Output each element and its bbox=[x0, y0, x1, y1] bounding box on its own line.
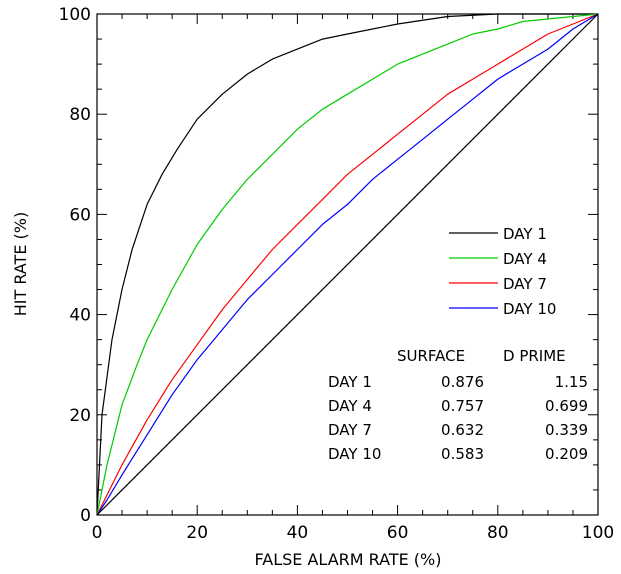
x-tick-label: 100 bbox=[582, 523, 614, 543]
x-tick-label: 80 bbox=[487, 523, 509, 543]
axis-ticks bbox=[96, 13, 599, 516]
table-cell: 1.15 bbox=[555, 373, 588, 391]
series-line-day-4 bbox=[96, 13, 599, 516]
y-tick-label: 0 bbox=[80, 506, 91, 526]
series-lines bbox=[96, 13, 599, 516]
x-tick-label: 20 bbox=[186, 523, 208, 543]
table-cell: 0.632 bbox=[441, 421, 484, 439]
table-header-surface: SURFACE bbox=[397, 347, 465, 365]
table-cell: 0.699 bbox=[545, 397, 588, 415]
table-cell: 0.209 bbox=[545, 445, 588, 463]
table-row-label: DAY 4 bbox=[328, 397, 372, 415]
legend-label: DAY 1 bbox=[503, 225, 547, 243]
y-tick-label: 60 bbox=[69, 205, 91, 225]
y-tick-label: 80 bbox=[69, 105, 91, 125]
legend-label: DAY 7 bbox=[503, 275, 547, 293]
y-tick-label: 20 bbox=[69, 406, 91, 426]
stats-table: SURFACE D PRIME DAY 1 0.876 1.15 DAY 4 0.757 0.… bbox=[328, 347, 588, 463]
table-cell: 0.339 bbox=[545, 421, 588, 439]
table-row-label: DAY 10 bbox=[328, 445, 381, 463]
legend-label: DAY 4 bbox=[503, 250, 547, 268]
table-cell: 0.583 bbox=[441, 445, 484, 463]
table-header-dprime: D PRIME bbox=[503, 347, 566, 365]
x-tick-label: 40 bbox=[287, 523, 309, 543]
x-tick-label: 60 bbox=[387, 523, 409, 543]
y-tick-label: 40 bbox=[69, 306, 91, 326]
y-axis-title: HIT RATE (%) bbox=[11, 212, 30, 316]
series-line-day-10 bbox=[96, 13, 599, 516]
table-row-label: DAY 1 bbox=[328, 373, 372, 391]
legend: DAY 1 DAY 4 DAY 7 DAY 10 bbox=[449, 225, 556, 318]
table-cell: 0.757 bbox=[441, 397, 484, 415]
y-tick-label: 100 bbox=[59, 5, 91, 25]
table-cell: 0.876 bbox=[441, 373, 484, 391]
legend-label: DAY 10 bbox=[503, 300, 556, 318]
x-tick-label: 0 bbox=[92, 523, 103, 543]
series-line-day-1 bbox=[96, 13, 598, 516]
axis-tick-labels: 0 20 40 60 80 100 0 20 40 60 80 100 bbox=[59, 5, 615, 543]
table-row-label: DAY 7 bbox=[328, 421, 372, 439]
series-line-day-7 bbox=[96, 13, 599, 516]
x-axis-title: FALSE ALARM RATE (%) bbox=[255, 550, 442, 569]
chance-diagonal-line bbox=[96, 13, 599, 516]
